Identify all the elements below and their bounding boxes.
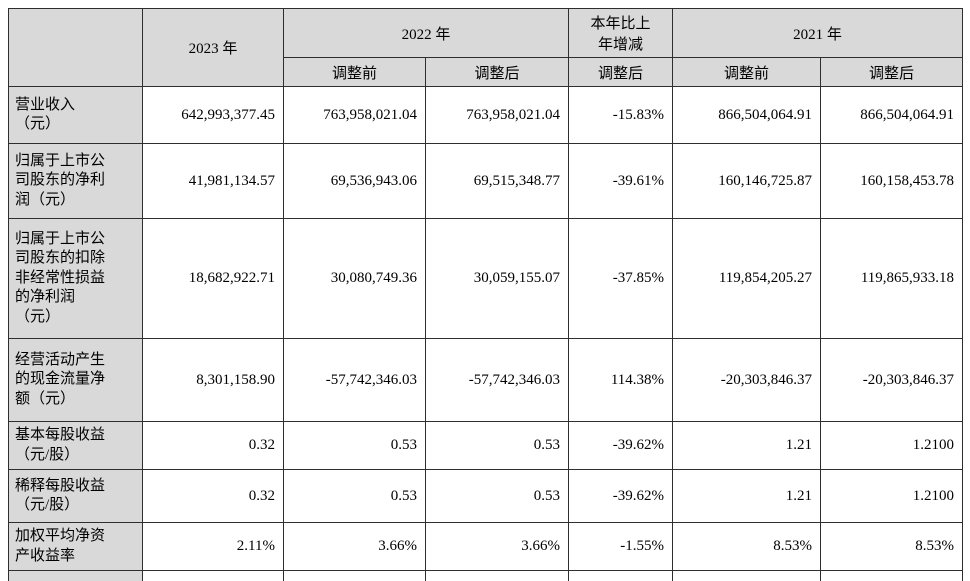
cell-value: 8.53% [820,522,964,571]
subheader-2021-pre: 调整前 [672,57,822,87]
cell-value: -15.83% [568,86,674,144]
cell-value [820,570,964,581]
subheader-2022-post: 调整后 [424,57,570,87]
cell-value: -20,303,846.37 [820,338,964,422]
cell-value: 3.66% [283,522,426,571]
cell-value: 8.53% [672,522,822,571]
table-row: 营业收入 （元） 642,993,377.45 763,958,021.04 7… [8,86,964,144]
cell-value: 160,158,453.78 [820,143,964,219]
cell-value: 1.2100 [820,469,964,523]
table-row: 加权平均净资 产收益率 2.11% 3.66% 3.66% -1.55% 8.5… [8,522,964,571]
row-label: 归属于上市公 司股东的扣除 非经常性损益 的净利润 （元） [8,218,143,339]
table-row: 稀释每股收益 （元/股） 0.32 0.53 0.53 -39.62% 1.21… [8,469,964,523]
cell-value: 763,958,021.04 [283,86,426,144]
document-page: 2023 年 2022 年 本年比上 年增减 2021 年 调整前 调整后 调整… [8,8,964,581]
table-row: 归属于上市公 司股东的扣除 非经常性损益 的净利润 （元） 18,682,922… [8,218,964,339]
cell-value: -20,303,846.37 [672,338,822,422]
row-label: 营业收入 （元） [8,86,143,144]
header-row-2: 调整前 调整后 调整后 调整前 调整后 [9,57,964,87]
cell-value: 0.53 [424,421,570,470]
cell-value [283,570,426,581]
cell-value: 0.53 [424,469,570,523]
cell-value [424,570,570,581]
subheader-change-post: 调整后 [568,57,674,87]
cell-value: 642,993,377.45 [142,86,284,144]
header-row-1: 2023 年 2022 年 本年比上 年增减 2021 年 [8,8,964,87]
subheader-2022-pre: 调整前 [283,57,426,87]
cell-value: 0.53 [283,469,426,523]
header-2022: 2022 年 [282,8,570,58]
cell-value: -39.62% [568,421,674,470]
cell-value: 2.11% [142,522,284,571]
table-row: 归属于上市公 司股东的净利 润（元） 41,981,134.57 69,536,… [8,143,964,219]
table-row-partial [8,570,964,581]
cell-value: 114.38% [568,338,674,422]
corner-cell [8,8,143,87]
cell-value: 119,865,933.18 [820,218,964,339]
cell-value: 1.21 [672,469,822,523]
header-2021: 2021 年 [672,8,964,58]
cell-value: 160,146,725.87 [672,143,822,219]
row-label: 加权平均净资 产收益率 [8,522,143,571]
cell-value: -37.85% [568,218,674,339]
cell-value: 30,059,155.07 [424,218,570,339]
cell-value: 866,504,064.91 [672,86,822,144]
cell-value: 30,080,749.36 [283,218,426,339]
cell-value: -39.61% [568,143,674,219]
cell-value [142,570,284,581]
cell-value: -57,742,346.03 [424,338,570,422]
cell-value: -1.55% [568,522,674,571]
cell-value: -39.62% [568,469,674,523]
table-row: 经营活动产生 的现金流量净 额（元） 8,301,158.90 -57,742,… [8,338,964,422]
cell-value: 69,515,348.77 [424,143,570,219]
subheader-2021-post: 调整后 [820,57,964,87]
cell-value [568,570,674,581]
cell-value: 8,301,158.90 [142,338,284,422]
table-row: 基本每股收益 （元/股） 0.32 0.53 0.53 -39.62% 1.21… [8,421,964,470]
cell-value: 0.32 [142,469,284,523]
header-2023: 2023 年 [142,8,284,87]
cell-value: 763,958,021.04 [424,86,570,144]
cell-value: 0.53 [283,421,426,470]
row-label: 经营活动产生 的现金流量净 额（元） [8,338,143,422]
cell-value: 1.2100 [820,421,964,470]
cell-value: 3.66% [424,522,570,571]
cell-value: 18,682,922.71 [142,218,284,339]
cell-value: -57,742,346.03 [283,338,426,422]
financial-summary-table: 2023 年 2022 年 本年比上 年增减 2021 年 调整前 调整后 调整… [8,8,964,581]
cell-value: 119,854,205.27 [672,218,822,339]
header-change: 本年比上 年增减 [568,8,674,58]
cell-value: 0.32 [142,421,284,470]
cell-value: 866,504,064.91 [820,86,964,144]
row-label: 基本每股收益 （元/股） [8,421,143,470]
cell-value [672,570,822,581]
row-label [8,570,143,581]
row-label: 归属于上市公 司股东的净利 润（元） [8,143,143,219]
cell-value: 41,981,134.57 [142,143,284,219]
row-label: 稀释每股收益 （元/股） [8,469,143,523]
cell-value: 1.21 [672,421,822,470]
cell-value: 69,536,943.06 [283,143,426,219]
